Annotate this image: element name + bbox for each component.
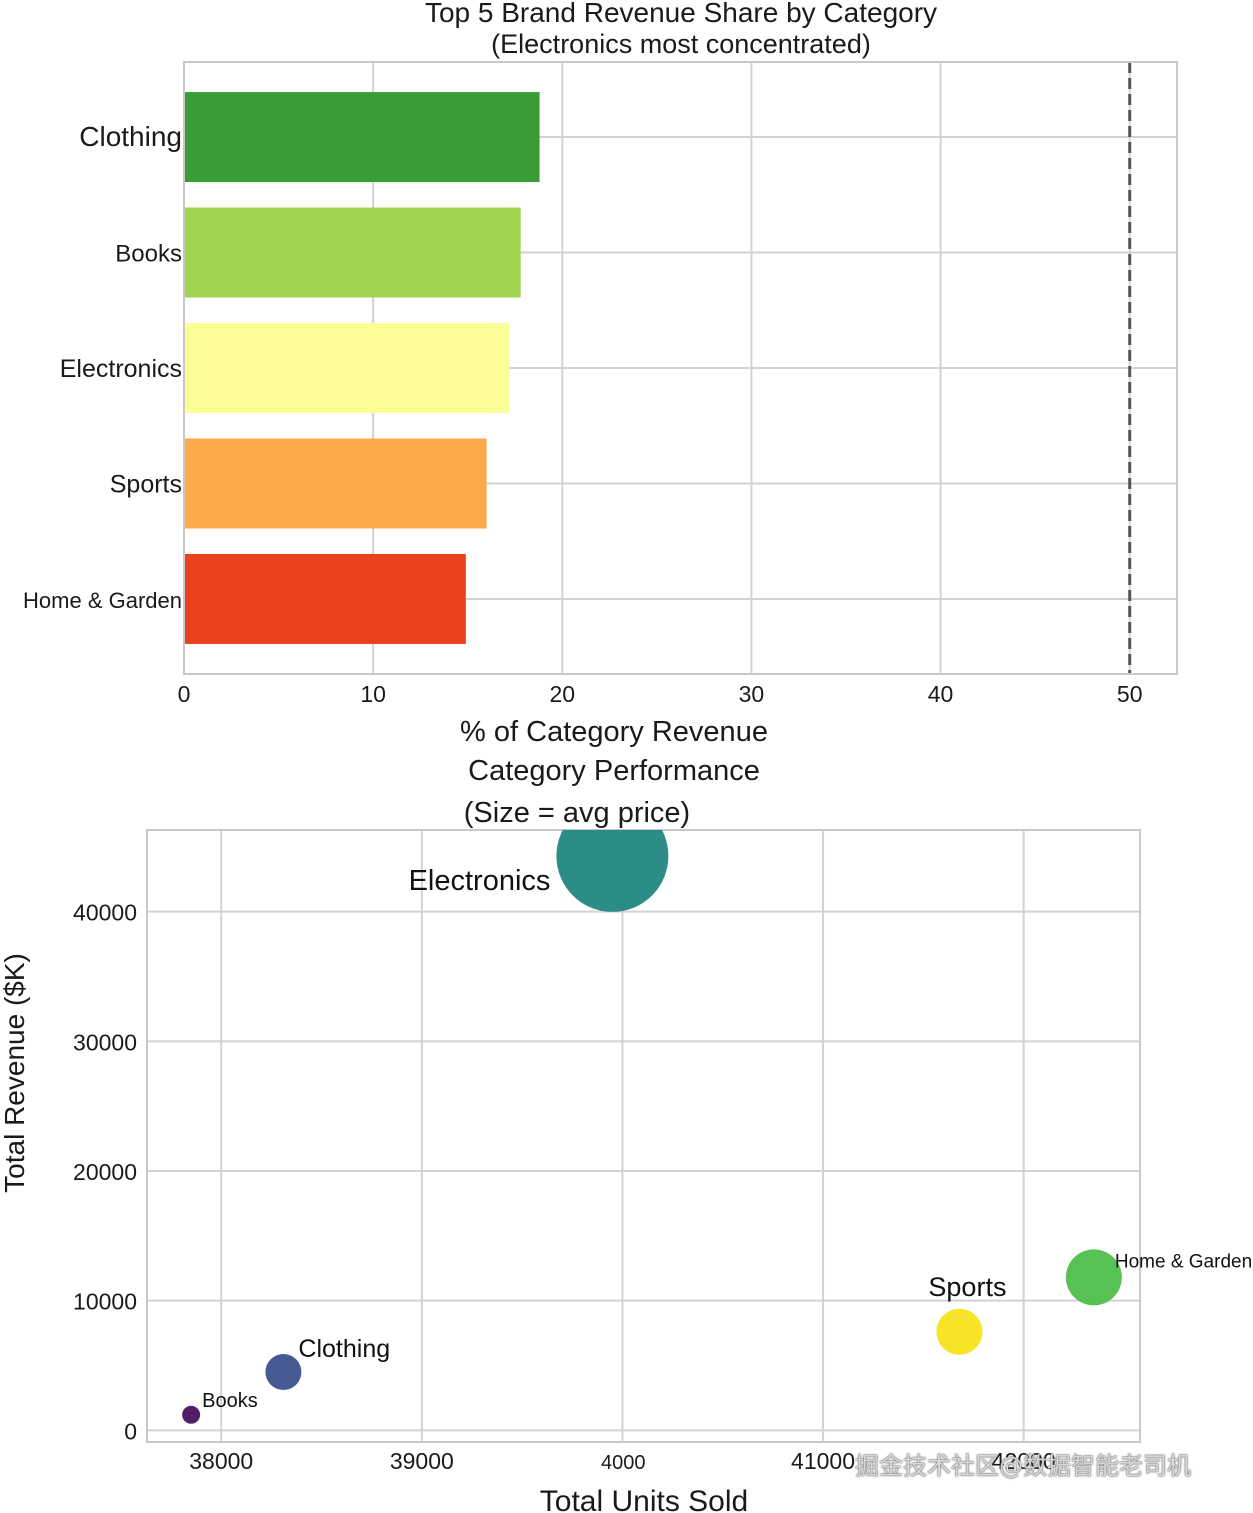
bar-electronics bbox=[185, 323, 510, 413]
chart2-subtitle: (Size = avg price) bbox=[464, 797, 690, 829]
bubble-home-garden bbox=[1065, 1249, 1122, 1306]
chart1-category-label: Home & Garden bbox=[23, 588, 182, 613]
chart2-y-tick-label: 0 bbox=[124, 1418, 137, 1444]
chart1-x-tick-label: 0 bbox=[178, 681, 191, 707]
chart2-y-axis-label: Total Revenue ($K) bbox=[0, 953, 30, 1193]
chart2-y-tick-label: 40000 bbox=[73, 900, 137, 926]
point-label: Home & Garden bbox=[1115, 1251, 1252, 1272]
chart1-x-tick-label: 10 bbox=[360, 681, 386, 707]
point-label: Books bbox=[202, 1390, 258, 1412]
chart2-y-tick-label: 10000 bbox=[73, 1289, 137, 1315]
chart1-category-label: Clothing bbox=[79, 121, 182, 152]
chart1-category-label: Electronics bbox=[60, 355, 182, 383]
point-label: Sports bbox=[928, 1272, 1006, 1302]
chart1-title: Top 5 Brand Revenue Share by Category bbox=[425, 0, 937, 28]
bubble-clothing bbox=[265, 1353, 302, 1390]
chart1-category-label: Sports bbox=[110, 470, 182, 498]
chart1-x-tick-label: 40 bbox=[928, 681, 954, 707]
point-label: Electronics bbox=[409, 865, 551, 897]
bar-clothing bbox=[185, 92, 540, 183]
chart2-x-tick-label: 4000 bbox=[599, 1452, 645, 1474]
chart2-x-tick-label: 39000 bbox=[390, 1448, 454, 1474]
chart1-x-tick-label: 30 bbox=[739, 681, 765, 707]
chart1-x-tick-label: 20 bbox=[549, 681, 575, 707]
bubble-books bbox=[182, 1405, 201, 1424]
watermark-text: 掘金技术社区@数据智能老司机 bbox=[855, 1452, 1191, 1480]
bar-sports bbox=[185, 438, 487, 529]
bar-books bbox=[185, 207, 521, 298]
chart1-x-tick-label: 50 bbox=[1117, 681, 1143, 707]
chart1-plot-frame bbox=[183, 61, 1178, 675]
chart2-x-tick-label: 41000 bbox=[791, 1448, 855, 1474]
chart1-x-axis-label: % of Category Revenue bbox=[460, 716, 768, 748]
point-label: Clothing bbox=[298, 1335, 390, 1363]
chart2-x-axis-label: Total Units Sold bbox=[540, 1485, 748, 1513]
chart2-y-tick-label: 30000 bbox=[73, 1029, 137, 1055]
chart1-subtitle: (Electronics most concentrated) bbox=[491, 29, 871, 59]
bubble-electronics bbox=[556, 830, 669, 912]
chart2-plot-frame bbox=[146, 829, 1141, 1443]
chart2-x-tick-label: 38000 bbox=[189, 1448, 253, 1474]
bubble-sports bbox=[936, 1308, 983, 1355]
bar-home-garden bbox=[185, 553, 466, 644]
chart2-y-tick-label: 20000 bbox=[73, 1159, 137, 1185]
brand-share-bar-chart: Top 5 Brand Revenue Share by Category (E… bbox=[23, 0, 1178, 748]
chart1-category-label: Books bbox=[115, 241, 182, 268]
